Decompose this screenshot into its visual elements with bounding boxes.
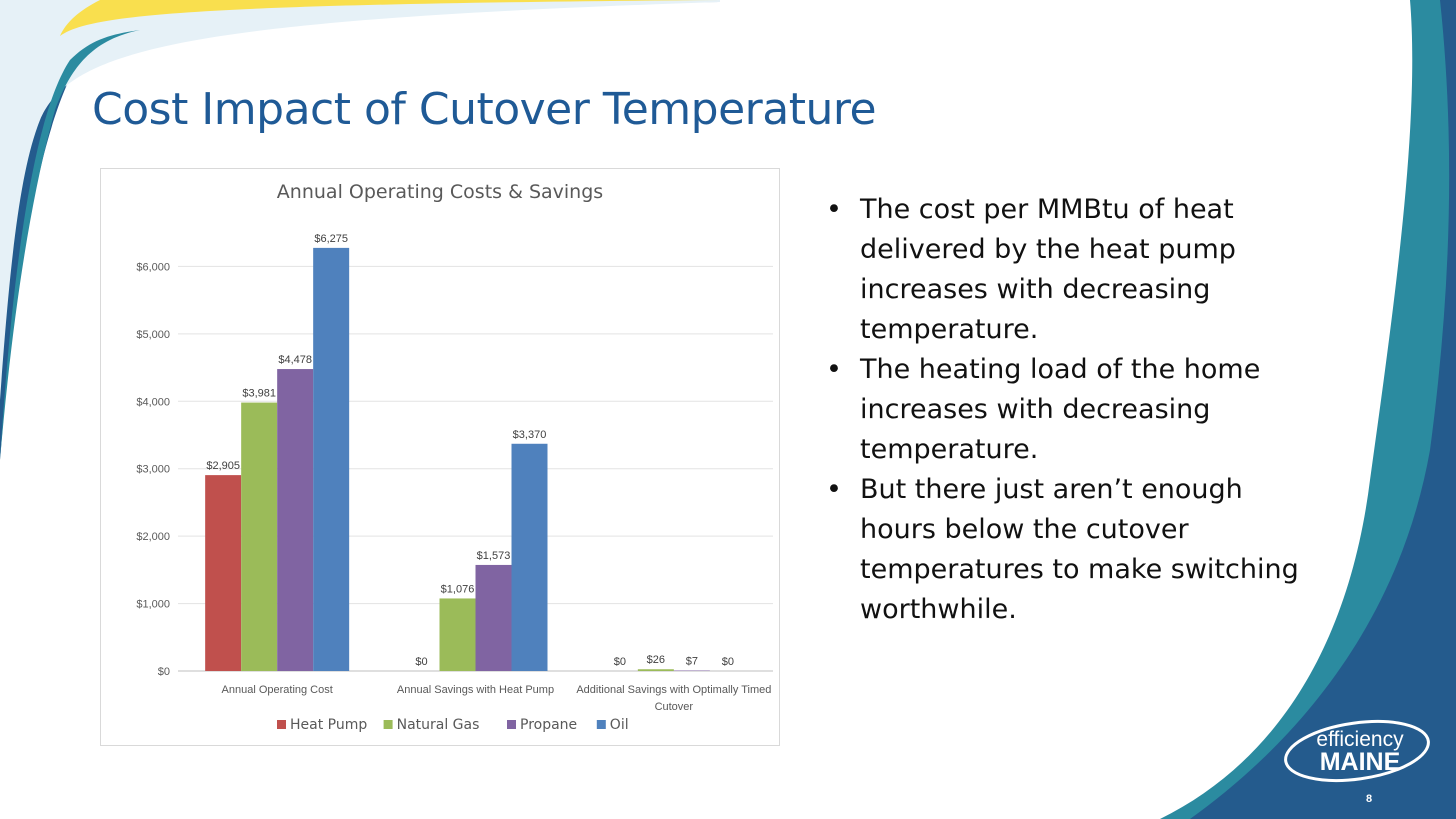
efficiency-maine-logo: efficiency MAINE (1284, 720, 1430, 782)
y-tick-label: $0 (158, 666, 170, 678)
data-labels: $2,905 $3,981 $4,478 $6,275 $0 $1,076 $1,573 $3… (206, 233, 734, 668)
bar (511, 443, 548, 671)
x-tick-label: Annual Operating Cost (222, 684, 333, 696)
bullet-text: The heating load of the home increases w… (860, 354, 1261, 465)
bullet-list: • The cost per MMBtu of heat delivered by… (826, 190, 1326, 630)
chart-panel: Annual Operating Costs & Savings $2,905 $… (100, 168, 780, 746)
data-label: $0 (722, 656, 734, 668)
bullet-text: But there just aren’t enough hours below… (860, 474, 1299, 625)
bar (439, 598, 476, 671)
legend-swatch (383, 720, 393, 729)
bullet-dot: • (826, 194, 842, 225)
legend-label: Propane (520, 717, 577, 733)
top-yellow-swoosh (60, 0, 720, 36)
slide-number: 8 (1366, 793, 1373, 805)
bar (277, 369, 314, 671)
data-label: $2,905 (206, 460, 240, 472)
logo-bottom-text: MAINE (1320, 748, 1401, 776)
right-navy-swoosh (1190, 0, 1456, 819)
bullet-dot: • (826, 354, 842, 385)
top-left-light-swoosh (0, 0, 720, 400)
data-label: $7 (686, 656, 698, 668)
chart-title: Annual Operating Costs & Savings (277, 181, 603, 203)
bullet-item: • The cost per MMBtu of heat delivered by… (826, 190, 1326, 350)
y-tick-label: $1,000 (136, 599, 170, 611)
legend-swatch (596, 720, 606, 729)
legend-label: Heat Pump (290, 717, 367, 733)
x-tick-label: Annual Savings with Heat Pump (397, 684, 554, 696)
bar (205, 475, 242, 671)
y-tick-label: $2,000 (136, 531, 170, 543)
y-tick-label: $5,000 (136, 329, 170, 341)
bullet-dot: • (826, 474, 842, 505)
data-label: $0 (614, 656, 626, 668)
bullet-item: • But there just aren’t enough hours belo… (826, 470, 1326, 630)
data-label: $26 (647, 654, 665, 666)
legend-swatch (277, 720, 286, 729)
x-tick-label: Additional Savings with Optimally Timed (576, 684, 771, 696)
axes: $0 $1,000 $2,000 $3,000 $4,000 $5,000 $6,000 An… (136, 261, 771, 713)
bar (475, 564, 512, 671)
bar (241, 402, 278, 671)
bar (313, 247, 350, 671)
legend-swatch (507, 720, 516, 729)
legend: Heat Pump Natural Gas Propane Oil (277, 717, 629, 733)
y-tick-label: $4,000 (136, 396, 170, 408)
y-tick-label: $6,000 (136, 261, 170, 273)
bar-chart: Annual Operating Costs & Savings $2,905$… (136, 181, 773, 733)
data-label: $0 (415, 656, 427, 668)
data-label: $6,275 (314, 233, 348, 245)
slide-title: Cost Impact of Cutover Temperature (92, 84, 877, 135)
bars (205, 247, 710, 671)
bullet-item: • The heating load of the home increases … (826, 350, 1326, 470)
legend-label: Natural Gas (397, 717, 480, 733)
logo-swoosh (1284, 720, 1430, 782)
data-label: $3,370 (513, 429, 547, 441)
data-label: $3,981 (242, 388, 276, 400)
legend-label: Oil (610, 717, 629, 733)
logo-top-text: efficiency (1316, 728, 1404, 751)
y-tick-label: $3,000 (136, 464, 170, 476)
data-label: $1,573 (477, 550, 511, 562)
bullet-text: The cost per MMBtu of heat delivered by … (860, 194, 1236, 345)
data-label: $1,076 (441, 583, 475, 595)
x-tick-label: Cutover (655, 701, 694, 713)
bar (637, 669, 674, 671)
data-label: $4,478 (278, 354, 312, 366)
